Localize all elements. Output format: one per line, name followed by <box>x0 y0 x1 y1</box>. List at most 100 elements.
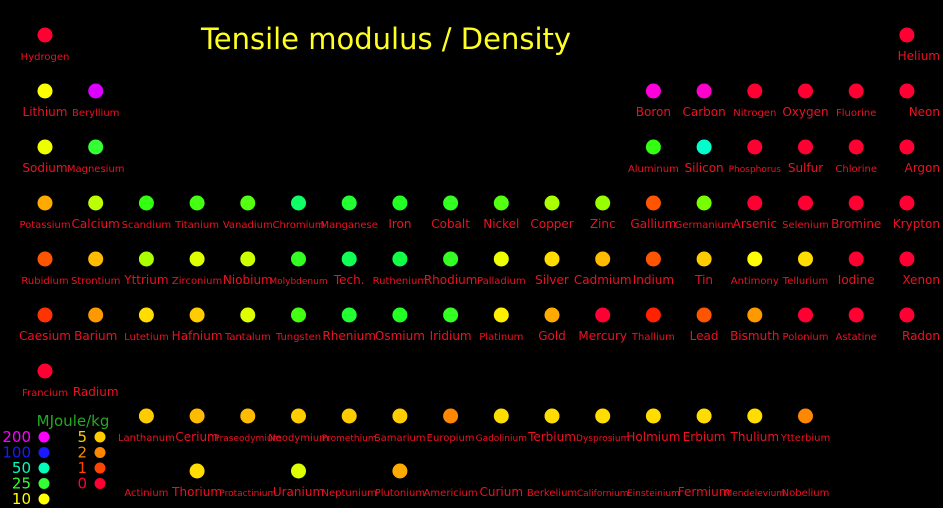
element-label: Rubidium <box>21 276 68 287</box>
element-label: Fermium <box>678 485 731 499</box>
element-label: Niobium <box>223 273 273 287</box>
element-californium: Californium <box>577 489 629 499</box>
element-gold: Gold <box>538 307 566 343</box>
element-marker <box>189 307 205 323</box>
element-marker <box>595 251 611 267</box>
element-label: Californium <box>577 489 629 499</box>
element-label: Holmium <box>626 430 680 444</box>
legend-label: 25 <box>12 475 31 493</box>
element-label: Bismuth <box>730 329 779 343</box>
element-carbon: Carbon <box>682 83 726 119</box>
element-marker <box>341 408 357 424</box>
legend-swatch <box>94 447 106 458</box>
element-label: Platinum <box>479 332 523 343</box>
element-marker <box>138 307 154 323</box>
element-label: Astatine <box>836 332 877 343</box>
element-nickel: Nickel <box>483 195 519 231</box>
element-rhodium: Rhodium <box>424 251 478 287</box>
element-marker <box>37 363 53 379</box>
element-label: Thorium <box>171 485 222 499</box>
legend-label: 100 <box>2 444 31 462</box>
element-label: Rhodium <box>424 273 478 287</box>
element-label: Thallium <box>631 332 675 343</box>
element-marker <box>747 251 763 267</box>
legend-label: 0 <box>77 475 87 493</box>
element-marker <box>189 463 205 479</box>
element-label: Terbium <box>527 430 576 444</box>
element-niobium: Niobium <box>223 251 273 287</box>
element-label: Caesium <box>19 329 71 343</box>
element-label: Cadmium <box>574 273 632 287</box>
element-phosphorus: Phosphorus <box>729 139 781 175</box>
element-marker <box>848 139 864 155</box>
element-label: Erbium <box>683 430 726 444</box>
element-marker <box>798 251 813 267</box>
element-marker <box>240 307 256 323</box>
legend-entry-5: 5 <box>77 428 106 446</box>
element-marker <box>645 251 661 267</box>
element-rhenium: Rhenium <box>322 307 376 343</box>
element-helium: Helium <box>898 27 940 63</box>
element-label: Yttrium <box>123 273 168 287</box>
element-bromine: Bromine <box>831 195 881 231</box>
element-label: Mendelevium <box>725 489 786 499</box>
element-marker <box>798 408 813 424</box>
element-label: Ruthenium <box>373 276 427 287</box>
element-label: Nitrogen <box>733 108 776 119</box>
element-label: Polonium <box>783 332 829 343</box>
element-lanthanum: Lanthanum <box>118 408 175 444</box>
legend-label: 10 <box>12 490 31 508</box>
element-label: Gold <box>538 329 566 343</box>
element-label: Mercury <box>578 329 627 343</box>
element-europium: Europium <box>427 408 475 444</box>
element-marker <box>798 307 813 323</box>
element-label: Bromine <box>831 217 881 231</box>
legend-entry-0: 0 <box>77 475 106 493</box>
element-marker <box>899 251 915 267</box>
element-astatine: Astatine <box>836 307 877 343</box>
element-marker <box>291 195 306 211</box>
element-label: Tin <box>694 273 713 287</box>
element-strontium: Strontium <box>71 251 120 287</box>
element-manganese: Manganese <box>320 195 378 231</box>
element-plutonium: Plutonium <box>375 463 425 499</box>
element-label: Zinc <box>590 217 616 231</box>
legend-swatch <box>94 462 106 474</box>
element-label: Barium <box>74 329 117 343</box>
element-terbium: Terbium <box>527 408 576 444</box>
element-label: Boron <box>636 105 671 119</box>
element-mercury: Mercury <box>578 307 627 343</box>
element-marker <box>645 83 661 99</box>
element-praseodymium: Praseodymium <box>214 408 281 444</box>
element-palladium: Palladium <box>477 251 526 287</box>
element-fermium: Fermium <box>678 485 731 499</box>
element-label: Promethium <box>322 434 377 444</box>
element-label: Hydrogen <box>21 52 70 63</box>
element-marker <box>240 195 256 211</box>
element-label: Fluorine <box>836 108 876 119</box>
element-label: Cobalt <box>431 217 470 231</box>
element-marker <box>392 195 408 211</box>
element-tech: Tech. <box>333 251 365 287</box>
element-label: Osmium <box>375 329 425 343</box>
element-marker <box>595 195 611 211</box>
element-iridium: Iridium <box>430 307 472 343</box>
legend-entry-10: 10 <box>12 490 50 508</box>
element-tellurium: Tellurium <box>782 251 828 287</box>
element-label: Magnesium <box>67 164 125 175</box>
element-label: Lithium <box>23 105 68 119</box>
element-marker <box>798 195 813 211</box>
element-label: Strontium <box>71 276 120 287</box>
element-label: Tantalum <box>224 332 271 343</box>
element-silicon: Silicon <box>685 139 724 175</box>
element-scandium: Scandium <box>122 195 171 231</box>
element-osmium: Osmium <box>375 307 425 343</box>
element-sodium: Sodium <box>22 139 68 175</box>
element-label: Hafnium <box>172 329 223 343</box>
element-label: Thulium <box>730 430 780 444</box>
element-holmium: Holmium <box>626 408 680 444</box>
element-magnesium: Magnesium <box>67 139 125 175</box>
element-marker <box>341 251 357 267</box>
element-marker <box>493 408 509 424</box>
